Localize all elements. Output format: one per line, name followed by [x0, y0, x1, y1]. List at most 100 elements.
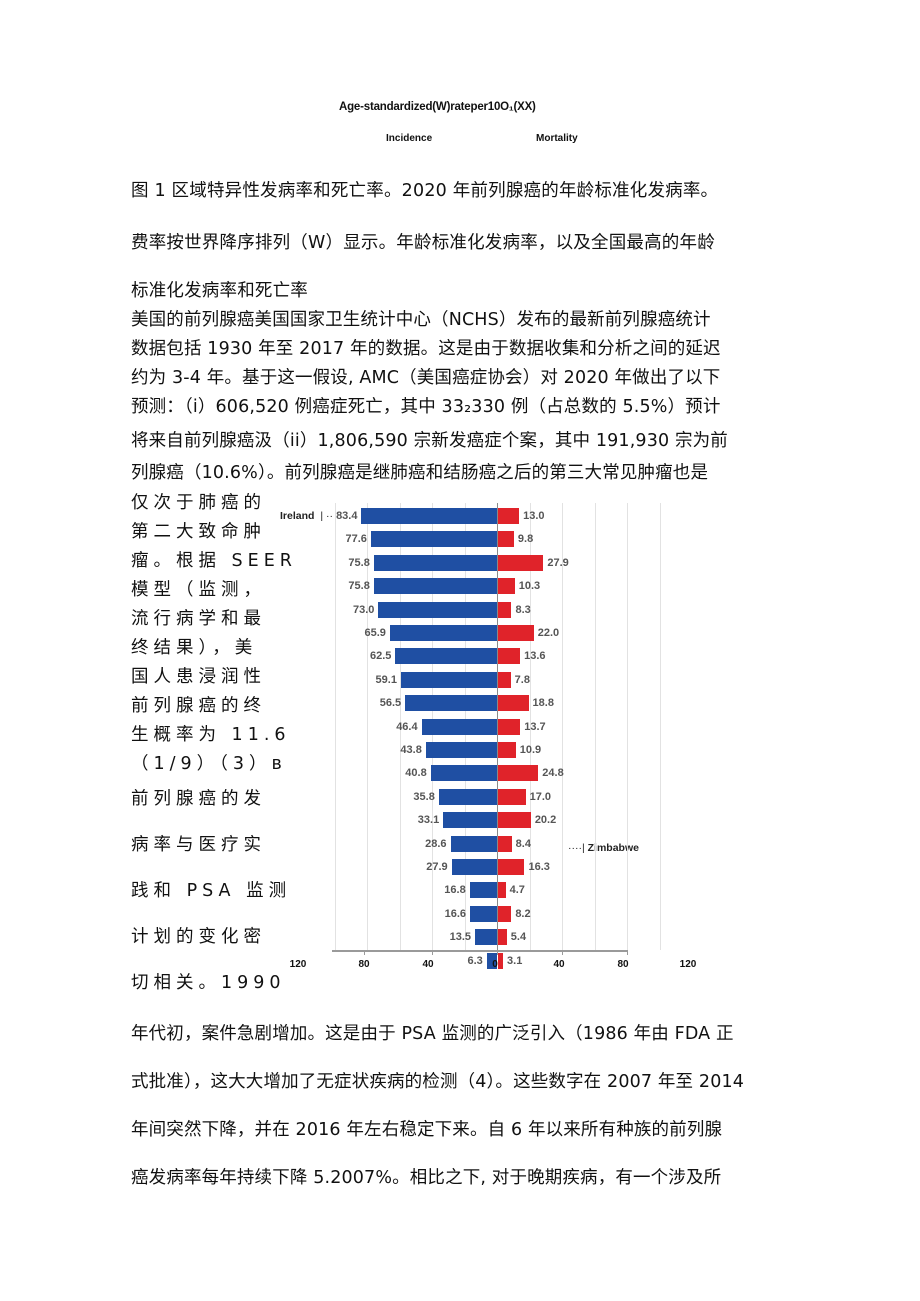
- figure-caption-line-2: 费率按世界降序排列（W）显示。年龄标准化发病率，以及全国最高的年龄: [131, 233, 715, 253]
- gridline: [627, 503, 628, 950]
- side-text-line: 流行病学和最: [131, 609, 266, 629]
- side-text-line: 计划的变化密: [131, 927, 266, 947]
- mortality-bar: [498, 742, 516, 758]
- incidence-bar: [430, 765, 497, 782]
- side-text-line: 病率与医疗实: [131, 835, 266, 855]
- incidence-value-label: 83.4: [336, 510, 358, 522]
- incidence-bar: [395, 648, 497, 665]
- incidence-value-label: 6.3: [467, 954, 483, 967]
- mortality-bar: [498, 695, 529, 712]
- figure-caption-line-3: 标准化发病率和死亡率: [131, 281, 308, 301]
- incidence-bar: [378, 601, 497, 618]
- mortality-bar: [498, 859, 525, 875]
- mortality-value-label: 13.0: [523, 510, 545, 522]
- incidence-value-label: 28.6: [425, 837, 447, 850]
- mortality-value-label: 18.8: [532, 697, 554, 710]
- mortality-value-label: 10.9: [519, 744, 542, 756]
- x-tick-label: 120: [679, 959, 697, 970]
- diverging-bar-chart: Ireland | ·· ····| Zimbabwe 83.4 77.6 75.8…: [280, 495, 720, 985]
- incidence-value-label: 75.8: [348, 580, 370, 593]
- incidence-value-label: 16.8: [444, 884, 466, 897]
- x-tick-label: 0: [492, 959, 498, 970]
- mortality-bar: [498, 929, 507, 946]
- x-tick: [432, 950, 433, 955]
- annotation-ireland: Ireland | ··: [280, 508, 333, 524]
- incidence-value-label: 65.9: [364, 627, 386, 639]
- side-text-line: （1/9）（3）ʙ: [131, 754, 287, 774]
- mortality-value-label: 5.4: [510, 931, 527, 944]
- side-text-line: 模型（监测，: [131, 580, 266, 600]
- incidence-value-label: 13.5: [449, 931, 472, 944]
- gridline: [367, 503, 368, 950]
- x-tick: [364, 950, 365, 955]
- mortality-value-label: 24.8: [542, 767, 564, 780]
- mortality-bar: [498, 765, 539, 782]
- incidence-value-label: 35.8: [413, 790, 435, 803]
- mortality-value-label: 8.4: [515, 837, 531, 850]
- incidence-value-label: 73.0: [352, 603, 375, 616]
- side-text-line: 前列腺癌的发: [131, 789, 266, 809]
- paragraph-1-line: 将来自前列腺癌汲（ii）1,806,590 宗新发癌症个案，其中 191,930…: [131, 431, 728, 451]
- mortality-value-label: 10.3: [518, 580, 541, 593]
- figure-title: Age-standardized(W)rateper10O₁(XX): [339, 101, 536, 113]
- incidence-value-label: 40.8: [405, 767, 427, 780]
- gridline: [334, 503, 336, 950]
- annotation-zimbabwe-label: Zimbabwe: [587, 842, 639, 854]
- zero-line: [497, 503, 498, 950]
- figure-caption-line-1: 图 1 区域特异性发病率和死亡率。2020 年前列腺癌的年龄标准化发病率。: [131, 181, 719, 201]
- paragraph-1-line: 约为 3-4 年。基于这一假设, AMC（美国癌症协会）对 2020 年做出了以…: [131, 368, 721, 388]
- mortality-value-label: 16.3: [528, 861, 550, 873]
- incidence-bar: [389, 625, 497, 641]
- x-tick: [627, 950, 628, 955]
- incidence-bar: [361, 508, 497, 524]
- annotation-zimbabwe-marker: ····|: [568, 842, 585, 854]
- mortality-bar: [498, 882, 506, 899]
- incidence-value-label: 43.8: [400, 744, 422, 756]
- gridline: [399, 503, 401, 950]
- mortality-bar: [498, 671, 511, 688]
- side-text-line: 终结果），美: [131, 638, 258, 658]
- side-text-line: 仅次于肺癌的: [131, 493, 266, 513]
- incidence-bar: [400, 671, 497, 688]
- mortality-bar: [498, 812, 531, 829]
- incidence-value-label: 62.5: [370, 650, 392, 663]
- mortality-bar: [498, 835, 512, 852]
- paragraph-1-line: 美国的前列腺癌美国国家卫生统计中心（NCHS）发布的最新前列腺癌统计: [131, 310, 711, 330]
- x-tick-label: 80: [617, 959, 629, 970]
- annotation-zimbabwe: ····| Zimbabwe: [568, 840, 639, 856]
- incidence-value-label: 46.4: [396, 720, 418, 733]
- mortality-value-label: 7.8: [514, 673, 530, 686]
- incidence-bar: [421, 718, 497, 735]
- paragraph-2-line: 年间突然下降，并在 2016 年左右稳定下来。自 6 年以来所有种族的前列腺: [131, 1120, 723, 1140]
- incidence-bar: [451, 859, 497, 875]
- side-text-line: 生概率为 11.6: [131, 725, 291, 745]
- paragraph-2-line: 癌发病率每年持续下降 5.2007%。相比之下, 对于晚期疾病，有一个涉及所: [131, 1168, 722, 1188]
- gridline: [659, 503, 661, 950]
- incidence-bar: [373, 554, 497, 571]
- mortality-value-label: 27.9: [547, 556, 569, 569]
- mortality-bar: [498, 578, 515, 595]
- incidence-value-label: 16.6: [444, 907, 467, 920]
- incidence-bar: [469, 882, 497, 899]
- mortality-bar: [498, 718, 521, 735]
- mortality-value-label: 9.8: [517, 533, 534, 546]
- gridline: [529, 503, 531, 950]
- mortality-value-label: 13.7: [524, 720, 546, 733]
- mortality-value-label: 8.2: [515, 907, 531, 920]
- mortality-bar: [498, 508, 520, 524]
- paragraph-1-line: 预测：（i）606,520 例癌症死亡，其中 33₂330 例（占总数的 5.5…: [131, 397, 721, 417]
- side-text-line: 前列腺癌的终: [131, 696, 266, 716]
- incidence-bar: [425, 742, 497, 758]
- incidence-bar: [470, 905, 497, 922]
- side-text-line: 践和 PSA 监测: [131, 881, 292, 901]
- mortality-bar: [498, 952, 504, 969]
- annotation-ireland-label: Ireland: [280, 510, 315, 522]
- side-text-line: 切相关。1990: [131, 973, 286, 993]
- gridline: [562, 503, 563, 950]
- mortality-bar: [498, 788, 526, 805]
- side-text-line: 第二大致命肿: [131, 522, 266, 542]
- x-tick: [562, 950, 563, 955]
- side-text-line: 国人患浸润性: [131, 667, 266, 687]
- mortality-value-label: 8.3: [515, 603, 531, 616]
- mortality-value-label: 17.0: [529, 790, 552, 803]
